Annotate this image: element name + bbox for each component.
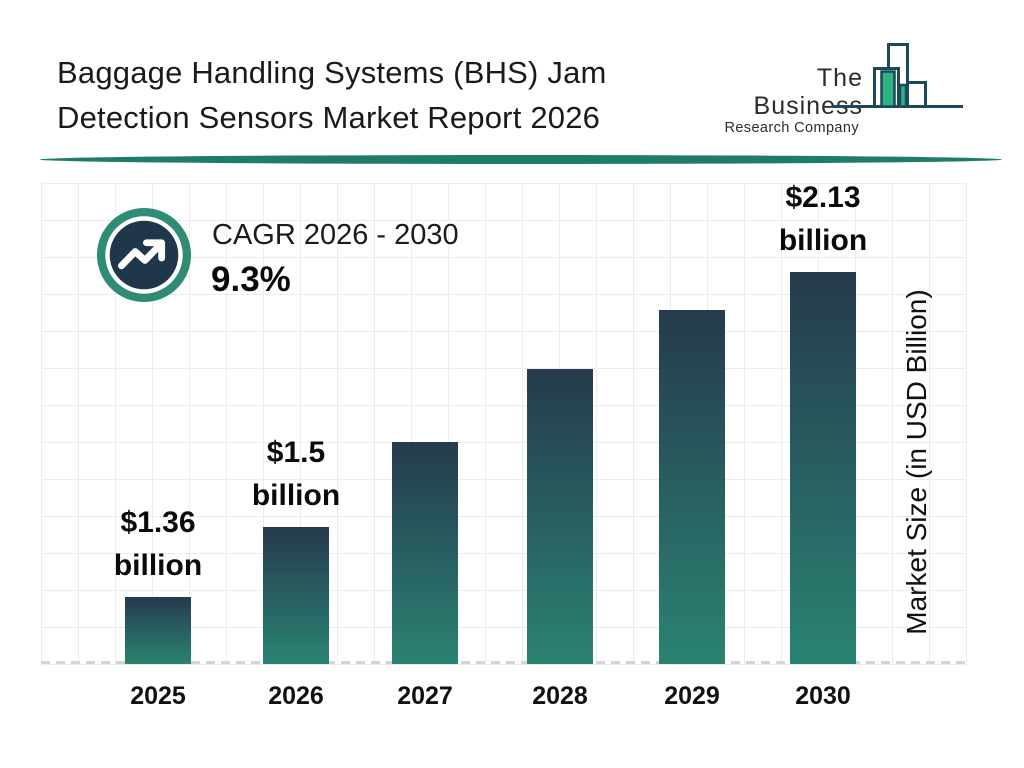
x-tick-label-2030: 2030 [795,682,851,710]
x-axis-dashed-baseline [41,661,967,664]
trending-up-circle-icon [96,207,192,303]
cagr-value: 9.3% [211,260,291,299]
bar-2028 [527,369,593,664]
bar-2026 [263,527,329,664]
bar-value-label-2030: $2.13 billion [778,181,868,257]
page-title-line2: Detection Sensors Market Report 2026 [57,100,601,135]
company-logo-text: The Business Research Company [716,64,863,137]
y-axis-label: Market Size (in USD Billion) [901,289,932,635]
logo-name-line2: Research Company [724,120,859,136]
bar-2030 [790,272,856,664]
x-tick-label-2027: 2027 [397,682,453,710]
x-tick-label-2026: 2026 [268,682,324,710]
page-title: Baggage Handling Systems (BHS) Jam Detec… [57,50,717,140]
company-logo-bar-chart-icon [833,43,963,108]
bar-value-label-2025: $1.36 billion [113,506,203,582]
page-title-line1: Baggage Handling Systems (BHS) Jam [57,55,607,90]
x-tick-label-2029: 2029 [664,682,720,710]
bar-2025 [125,597,191,664]
x-tick-label-2028: 2028 [532,682,588,710]
bar-2027 [392,442,458,664]
x-tick-label-2025: 2025 [130,682,186,710]
bar-2029 [659,310,725,664]
header-divider [40,155,1002,164]
cagr-period-label: CAGR 2026 - 2030 [212,219,459,251]
bar-value-label-2026: $1.5 billion [251,436,341,512]
